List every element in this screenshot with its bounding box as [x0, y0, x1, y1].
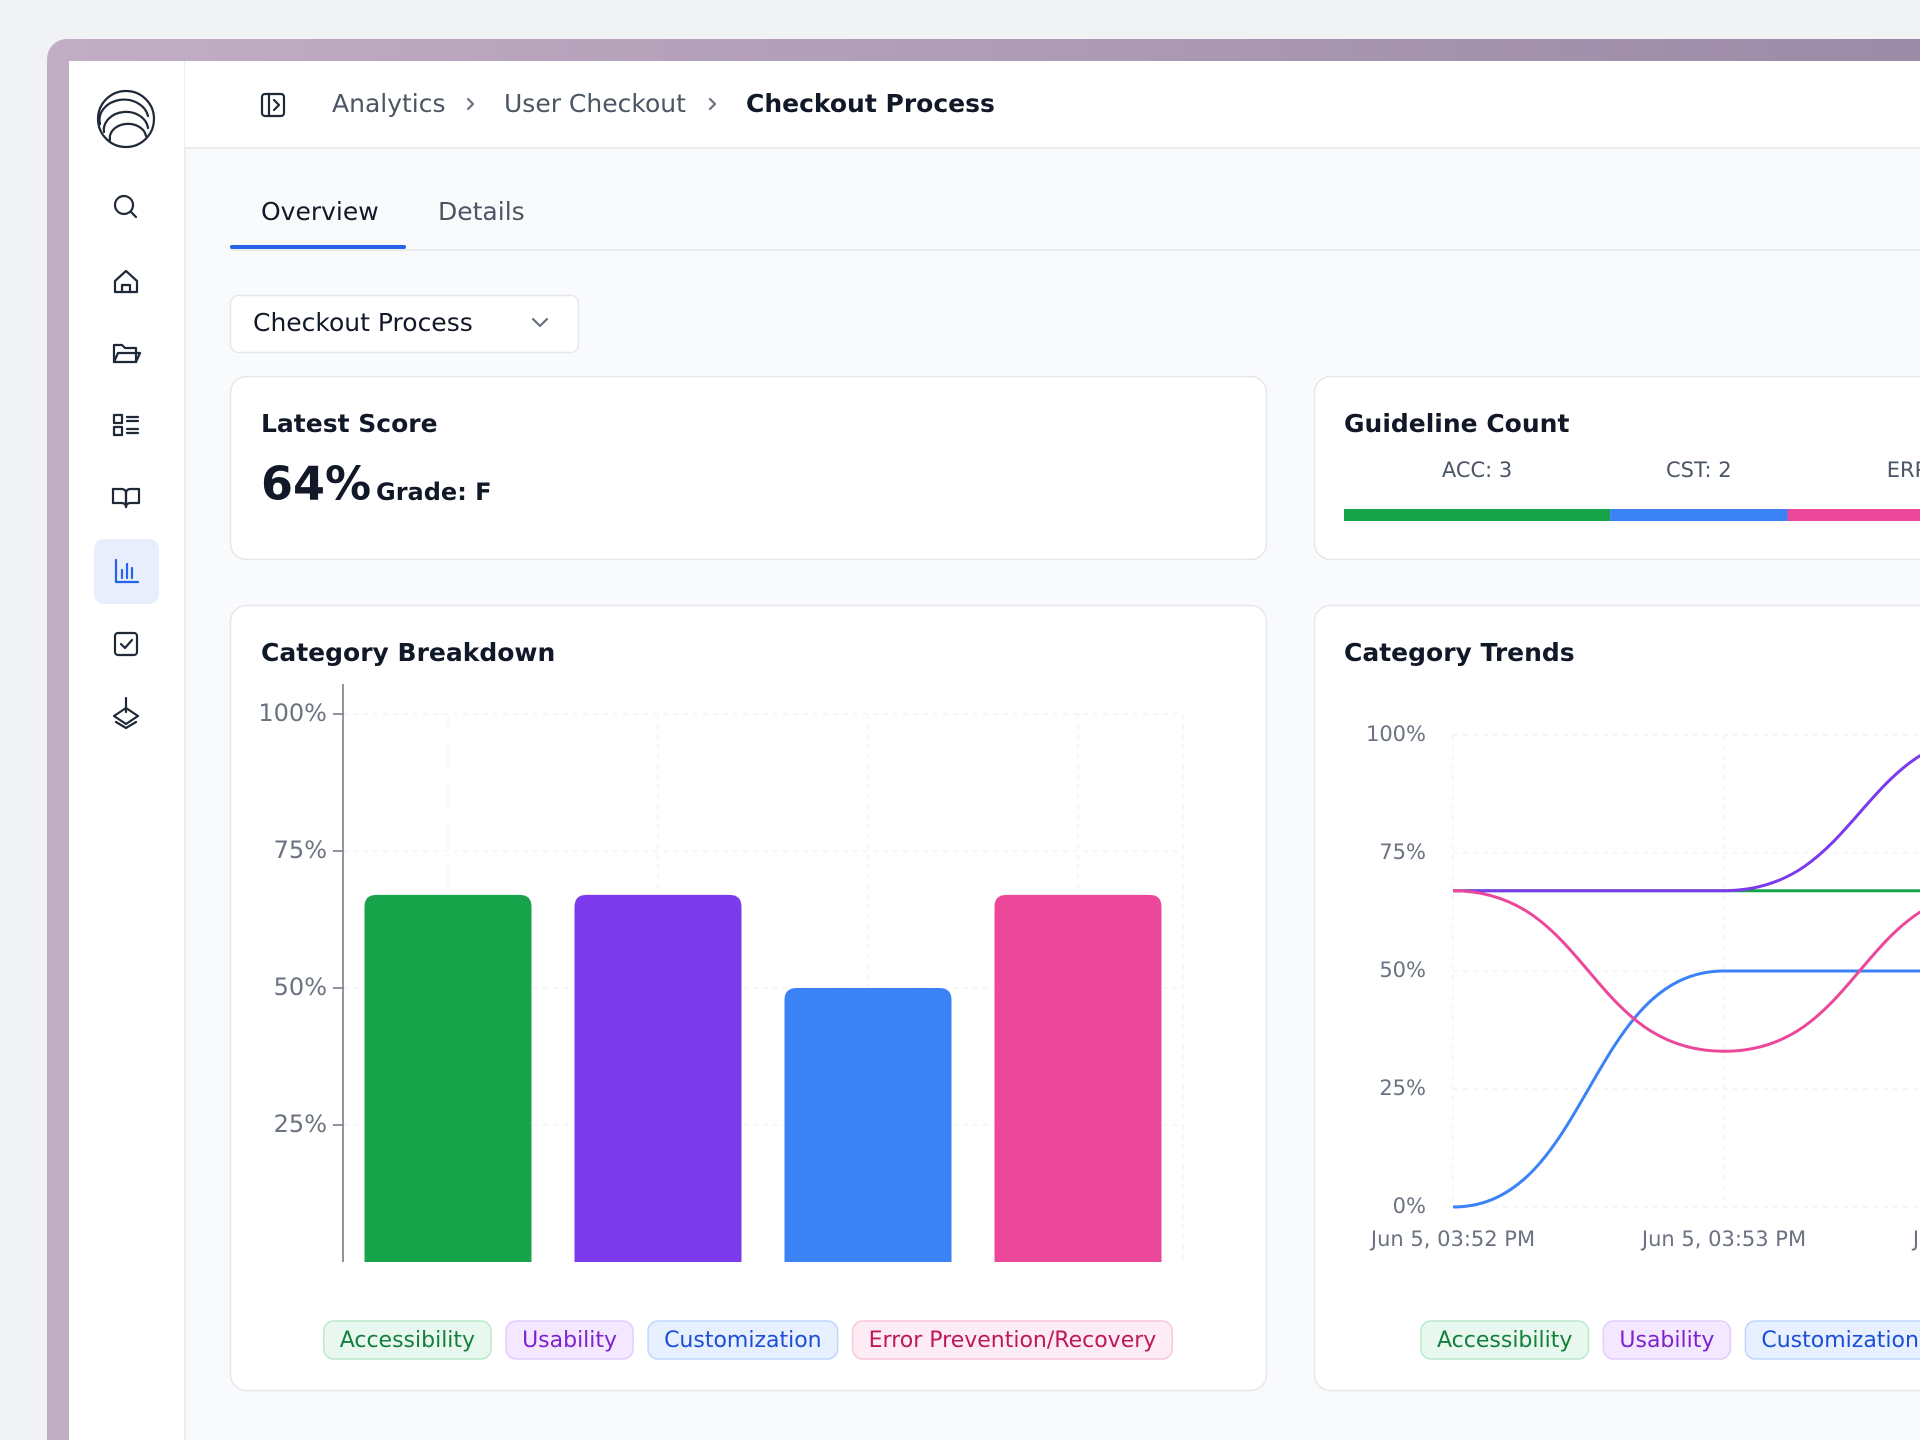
- nav-book[interactable]: [111, 487, 141, 509]
- score: 64%: [261, 457, 371, 511]
- card-title: Latest Score: [261, 409, 438, 438]
- sidebar: [69, 61, 185, 1440]
- legend-label: Error Prevention/Recovery: [869, 1328, 1157, 1353]
- legend: Accessibility Usability Customization Error…: [322, 1320, 1174, 1360]
- legend-label: Usability: [522, 1328, 617, 1353]
- y-tick-label: 75%: [1379, 840, 1426, 864]
- y-tick-label: 100%: [1366, 722, 1426, 746]
- nav-home[interactable]: [113, 269, 139, 294]
- guideline-label: CST: 2: [1666, 458, 1732, 482]
- x-tick-label: Jun 5, 03:52 PM: [1369, 1227, 1535, 1251]
- legend-pill: [505, 1320, 634, 1360]
- legend-label: Usability: [1619, 1328, 1714, 1353]
- guideline-label: ERP: 3: [1887, 458, 1920, 482]
- y-tick-label: 50%: [1379, 958, 1426, 982]
- grade: Grade: F: [376, 478, 492, 506]
- y-tick-label: 75%: [274, 836, 327, 864]
- sidebar-toggle[interactable]: [260, 92, 286, 118]
- breadcrumb-item[interactable]: Analytics: [332, 89, 446, 118]
- y-tick-label: 25%: [1379, 1076, 1426, 1100]
- y-tick-label: 0%: [1393, 1194, 1426, 1218]
- bar: [364, 894, 532, 1262]
- bar: [574, 894, 742, 1262]
- guideline-label: ACC: 3: [1442, 458, 1512, 482]
- card: [1313, 375, 1920, 561]
- x-tick-label: Jun 5, 03:53 PM: [1640, 1227, 1806, 1251]
- series-line: [1452, 754, 1920, 893]
- card-title: Category Breakdown: [261, 638, 555, 667]
- nav-list[interactable]: [112, 413, 140, 437]
- nav-tasks[interactable]: [113, 631, 139, 657]
- x-tick-label: Jun 5, 03:54 PM: [1911, 1227, 1920, 1251]
- dropdown-caret: [531, 317, 549, 328]
- card-title: Guideline Count: [1344, 409, 1569, 438]
- guideline-segment: [1344, 509, 1611, 521]
- legend-pill: [1602, 1320, 1732, 1360]
- nav-analytics[interactable]: [114, 558, 140, 584]
- legend-pill: [647, 1320, 839, 1360]
- legend-label: Customization: [1761, 1328, 1919, 1353]
- series-line: [1452, 969, 1920, 1209]
- legend: AccessibilityUsabilityCustomizationError…: [1420, 1320, 1920, 1360]
- header: [185, 61, 1920, 148]
- card-title: Category Trends: [1344, 638, 1575, 667]
- card: [1313, 604, 1920, 1392]
- legend-pill: [1744, 1320, 1920, 1360]
- nav-search[interactable]: [113, 194, 138, 219]
- legend-pill: [851, 1320, 1174, 1360]
- tab-underline: [230, 245, 406, 249]
- bar: [784, 988, 952, 1262]
- breadcrumb-separators: [466, 97, 717, 111]
- breadcrumb-current: Checkout Process: [746, 89, 995, 118]
- tab-active[interactable]: Overview: [261, 197, 379, 226]
- card: [229, 375, 1268, 561]
- legend-label: Accessibility: [1437, 1328, 1572, 1353]
- legend-label: Accessibility: [340, 1328, 475, 1353]
- legend-pill: [322, 1320, 492, 1360]
- y-tick-label: 25%: [274, 1110, 327, 1138]
- bar: [994, 894, 1162, 1262]
- y-tick-label: 100%: [258, 699, 327, 727]
- y-tick-label: 50%: [274, 973, 327, 1001]
- legend-label: Customization: [664, 1328, 822, 1353]
- dropdown-value: Checkout Process: [253, 308, 473, 337]
- tab[interactable]: Details: [438, 197, 525, 226]
- breadcrumb-item[interactable]: User Checkout: [504, 89, 686, 118]
- series-line: [1452, 889, 1920, 1053]
- legend-pill: [1420, 1320, 1590, 1360]
- logo: [96, 89, 156, 149]
- guideline-segment: [1787, 509, 1920, 521]
- nav-layers[interactable]: [112, 696, 140, 730]
- guideline-segment: [1610, 509, 1788, 521]
- dropdown[interactable]: [229, 294, 580, 354]
- nav-folder[interactable]: [112, 343, 142, 364]
